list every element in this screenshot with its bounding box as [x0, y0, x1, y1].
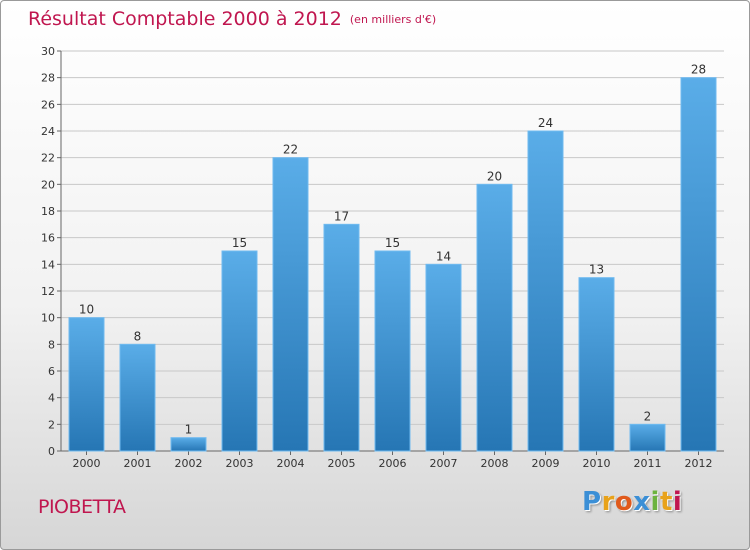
bar-2001 — [119, 343, 156, 452]
y-tick-label: 24 — [41, 125, 55, 138]
logo-letter: i — [650, 487, 660, 517]
y-tick-label: 28 — [41, 72, 55, 85]
y-tick-label: 10 — [41, 312, 55, 325]
y-tick-label: 2 — [48, 418, 55, 431]
bar-2010 — [578, 277, 615, 452]
bar-2004 — [272, 157, 309, 452]
bar-2007 — [425, 263, 462, 452]
bars — [68, 77, 717, 452]
y-tick-label: 0 — [48, 445, 55, 458]
y-tick-label: 14 — [41, 258, 55, 271]
commune-name: PIOBETTA — [38, 496, 126, 518]
logo-letter: i — [672, 487, 683, 517]
x-tick-label-2004: 2004 — [277, 457, 305, 470]
x-tick-label-2007: 2007 — [430, 457, 458, 470]
x-tick-label-2001: 2001 — [124, 457, 152, 470]
y-tick-label: 30 — [41, 45, 55, 58]
data-label-2011: 2 — [644, 409, 652, 423]
bar-2003 — [221, 250, 258, 452]
bar-2012 — [680, 77, 717, 452]
logo-letter: r — [601, 487, 615, 517]
data-label-2006: 15 — [385, 236, 400, 250]
bar-2008 — [476, 183, 513, 452]
data-label-2001: 8 — [134, 329, 142, 343]
y-tick-label: 8 — [48, 338, 55, 351]
data-label-2012: 28 — [691, 63, 706, 77]
data-labels: 10 8 1 15 22 17 15 14 20 24 13 2 28 — [79, 63, 706, 437]
x-tick-label-2008: 2008 — [481, 457, 509, 470]
data-label-2010: 13 — [589, 263, 604, 277]
x-tick-label-2010: 2010 — [583, 457, 611, 470]
y-tick-label: 4 — [48, 392, 55, 405]
data-label-2003: 15 — [232, 236, 247, 250]
x-tick-labels: 2000 2001 2002 2003 2004 2005 2006 2007 2008 2009… — [73, 457, 713, 470]
data-label-2009: 24 — [538, 116, 553, 130]
bar-2011 — [629, 423, 666, 452]
bar-2006 — [374, 250, 411, 452]
bar-2000 — [68, 317, 105, 452]
y-tick-label: 20 — [41, 178, 55, 191]
x-tick-label-2000: 2000 — [73, 457, 101, 470]
bar-2009 — [527, 130, 564, 452]
y-tick-label: 12 — [41, 285, 55, 298]
data-label-2000: 10 — [79, 303, 94, 317]
y-tick-label: 6 — [48, 365, 55, 378]
proxiti-logo: Proxiti — [582, 487, 682, 517]
data-label-2007: 14 — [436, 249, 451, 263]
x-tick-label-2003: 2003 — [226, 457, 254, 470]
bar-2005 — [323, 223, 360, 452]
chart-title-text: Résultat Comptable 2000 à 2012 — [28, 8, 342, 30]
x-tick-label-2012: 2012 — [685, 457, 713, 470]
x-tick-label-2009: 2009 — [532, 457, 560, 470]
data-label-2002: 1 — [185, 423, 193, 437]
x-tick-label-2005: 2005 — [328, 457, 356, 470]
chart-title: Résultat Comptable 2000 à 2012 (en millie… — [28, 8, 436, 30]
chart-subtitle: (en milliers d'€) — [349, 13, 437, 26]
logo-letter: P — [582, 487, 602, 517]
x-tick-label-2011: 2011 — [634, 457, 662, 470]
x-tick-label-2006: 2006 — [379, 457, 407, 470]
y-tick-label: 22 — [41, 152, 55, 165]
y-tick-label: 26 — [41, 98, 55, 111]
logo-letter: t — [659, 487, 673, 517]
logo-letter: x — [633, 487, 651, 517]
data-label-2004: 22 — [283, 143, 298, 157]
data-label-2005: 17 — [334, 209, 349, 223]
logo-letter: o — [614, 487, 634, 517]
y-tick-label: 16 — [41, 232, 55, 245]
y-tick-label: 18 — [41, 205, 55, 218]
x-tick-label-2002: 2002 — [175, 457, 203, 470]
data-label-2008: 20 — [487, 169, 502, 183]
bar-2002 — [170, 437, 207, 452]
